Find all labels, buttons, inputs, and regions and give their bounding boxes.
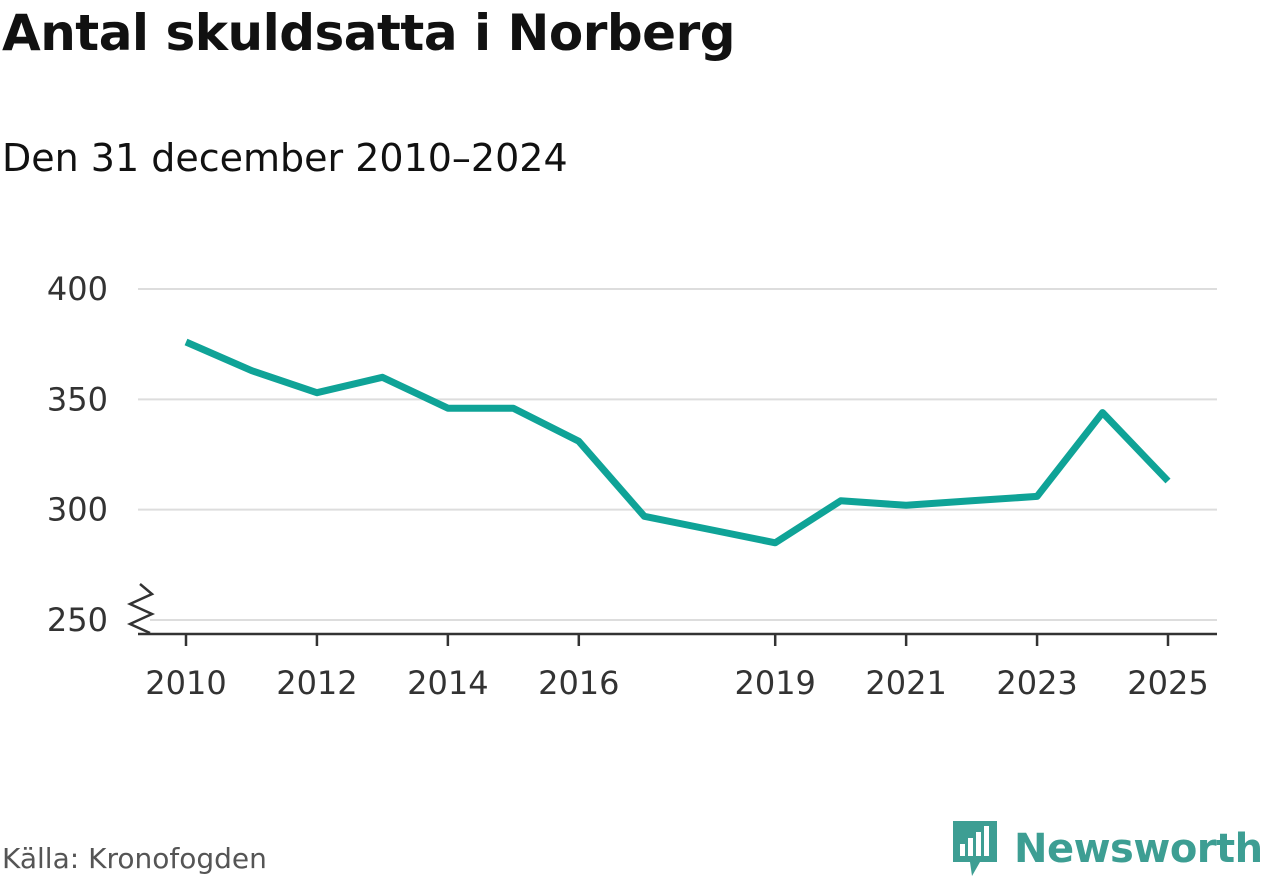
data-point xyxy=(641,513,648,520)
x-axis xyxy=(126,583,1217,636)
x-tick-label: 2023 xyxy=(996,664,1077,702)
x-tick-labels: 2010 2012 2014 2016 2019 2021 2023 2025 xyxy=(145,634,1209,702)
data-point xyxy=(248,367,255,374)
data-point xyxy=(379,374,386,381)
data-point xyxy=(1099,409,1106,416)
series-layer xyxy=(183,338,1172,547)
data-point xyxy=(510,405,517,412)
brand-logo[interactable]: Newsworthy xyxy=(950,818,1262,880)
x-tick-label: 2016 xyxy=(538,664,619,702)
data-point xyxy=(183,338,190,345)
newsworthy-logo-icon xyxy=(953,821,997,876)
chart-subtitle: Den 31 december 2010–2024 xyxy=(2,136,568,180)
data-point xyxy=(968,497,975,504)
chart-title: Antal skuldsatta i Norberg xyxy=(2,4,736,62)
y-tick-label: 300 xyxy=(47,491,108,529)
y-tick-labels: 250 300 350 400 xyxy=(47,270,108,639)
data-point xyxy=(772,539,779,546)
data-point xyxy=(575,438,582,445)
x-tick-label: 2021 xyxy=(865,664,946,702)
x-tick-label: 2019 xyxy=(734,664,815,702)
grid-lines xyxy=(138,288,1217,621)
x-tick-label: 2014 xyxy=(407,664,488,702)
y-tick-label: 400 xyxy=(47,270,108,308)
data-point xyxy=(1034,493,1041,500)
data-point xyxy=(313,389,320,396)
x-tick-label: 2025 xyxy=(1127,664,1208,702)
axis-break-icon xyxy=(126,583,156,635)
y-tick-label: 250 xyxy=(47,601,108,639)
data-point xyxy=(837,497,844,504)
x-tick-label: 2012 xyxy=(276,664,357,702)
brand-name: Newsworthy xyxy=(1014,826,1262,872)
y-tick-label: 350 xyxy=(47,380,108,418)
source-note: Källa: Kronofogden xyxy=(2,842,267,875)
data-point xyxy=(1165,477,1172,484)
data-point xyxy=(444,405,451,412)
series-line xyxy=(184,338,1171,547)
x-tick-label: 2010 xyxy=(145,664,226,702)
data-point xyxy=(706,526,713,533)
data-point xyxy=(903,502,910,509)
